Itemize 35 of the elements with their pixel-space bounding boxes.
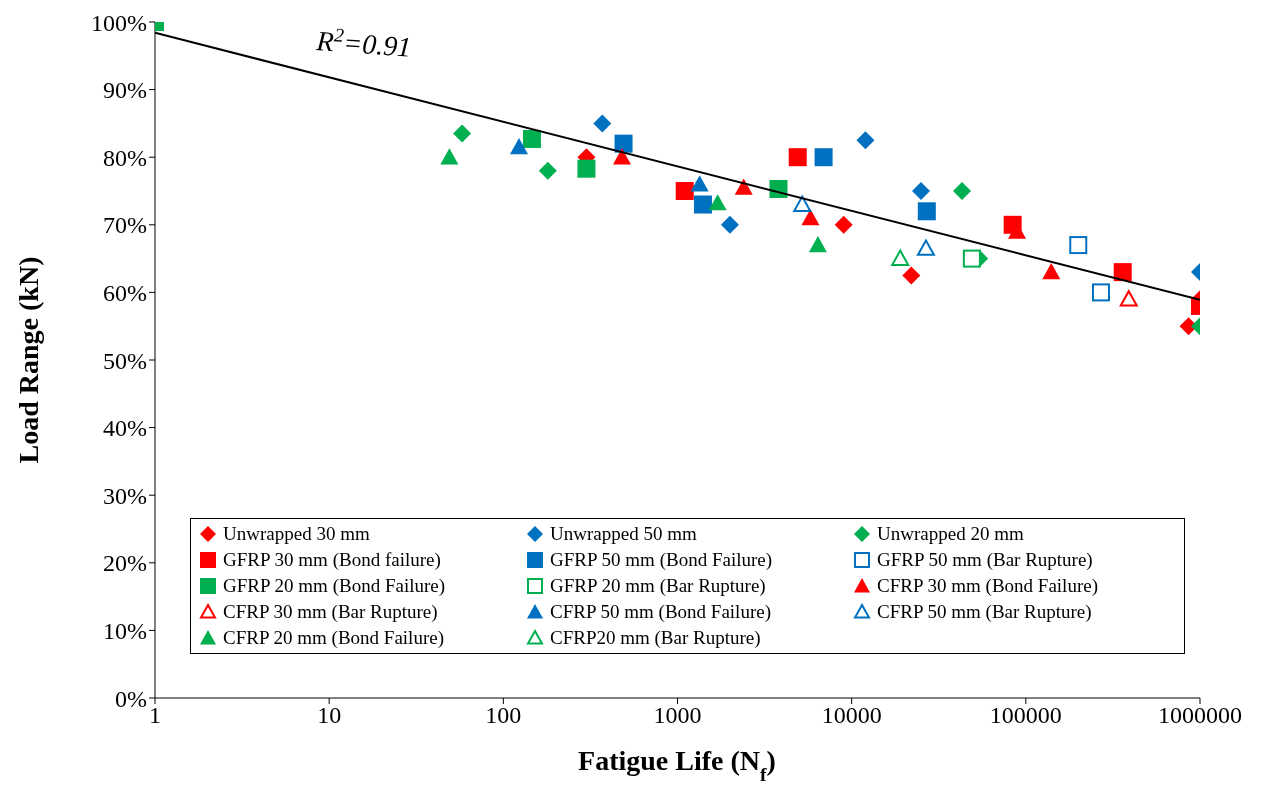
x-axis-title: Fatigue Life (N$_{f}$) <box>578 745 776 785</box>
legend-label: CFRP 50 mm (Bond Failure) <box>550 601 771 623</box>
x-tick-label: 10000 <box>821 702 882 729</box>
x-tick-label: 1000 <box>653 702 702 729</box>
legend-label: Unwrapped 50 mm <box>550 523 697 545</box>
legend-label: CFRP 50 mm (Bar Rupture) <box>877 601 1092 623</box>
x-tick-label: 1000000 <box>1158 702 1242 729</box>
y-tick-label: 100% <box>91 9 147 36</box>
legend-label: GFRP 20 mm (Bond Failure) <box>223 575 446 597</box>
y-tick-label: 50% <box>103 347 147 374</box>
x-tick-label: 100000 <box>989 702 1062 729</box>
y-tick-label: 30% <box>103 482 147 509</box>
y-tick-label: 20% <box>103 550 147 577</box>
legend-label: CFRP20 mm (Bar Rupture) <box>550 627 761 649</box>
legend-label: Unwrapped 20 mm <box>877 523 1024 545</box>
y-tick-label: 60% <box>103 279 147 306</box>
y-tick-label: 40% <box>103 415 147 442</box>
y-tick-label: 80% <box>103 144 147 171</box>
legend-label: GFRP 50 mm (Bond Failure) <box>550 549 773 571</box>
legend-label: Unwrapped 30 mm <box>223 523 370 545</box>
legend-label: GFRP 30 mm (Bond failure) <box>223 549 441 571</box>
x-tick-label: 100 <box>485 702 522 729</box>
legend-label: CFRP 30 mm (Bar Rupture) <box>223 601 438 623</box>
y-tick-label: 0% <box>115 685 147 712</box>
legend-label: GFRP 20 mm (Bar Rupture) <box>550 575 766 597</box>
legend-label: CFRP 30 mm (Bond Failure) <box>877 575 1098 597</box>
annotation: R$^{2}$=0.91 <box>314 23 413 63</box>
legend-label: CFRP 20 mm (Bond Failure) <box>223 627 444 649</box>
legend-label: GFRP 50 mm (Bar Rupture) <box>877 549 1093 571</box>
y-axis-title: Load Range (kN) <box>13 256 44 464</box>
y-tick-label: 10% <box>103 617 147 644</box>
x-tick-label: 10 <box>317 702 342 729</box>
y-tick-label: 90% <box>103 77 147 104</box>
x-tick-label: 1 <box>149 702 161 729</box>
y-tick-label: 70% <box>103 212 147 239</box>
